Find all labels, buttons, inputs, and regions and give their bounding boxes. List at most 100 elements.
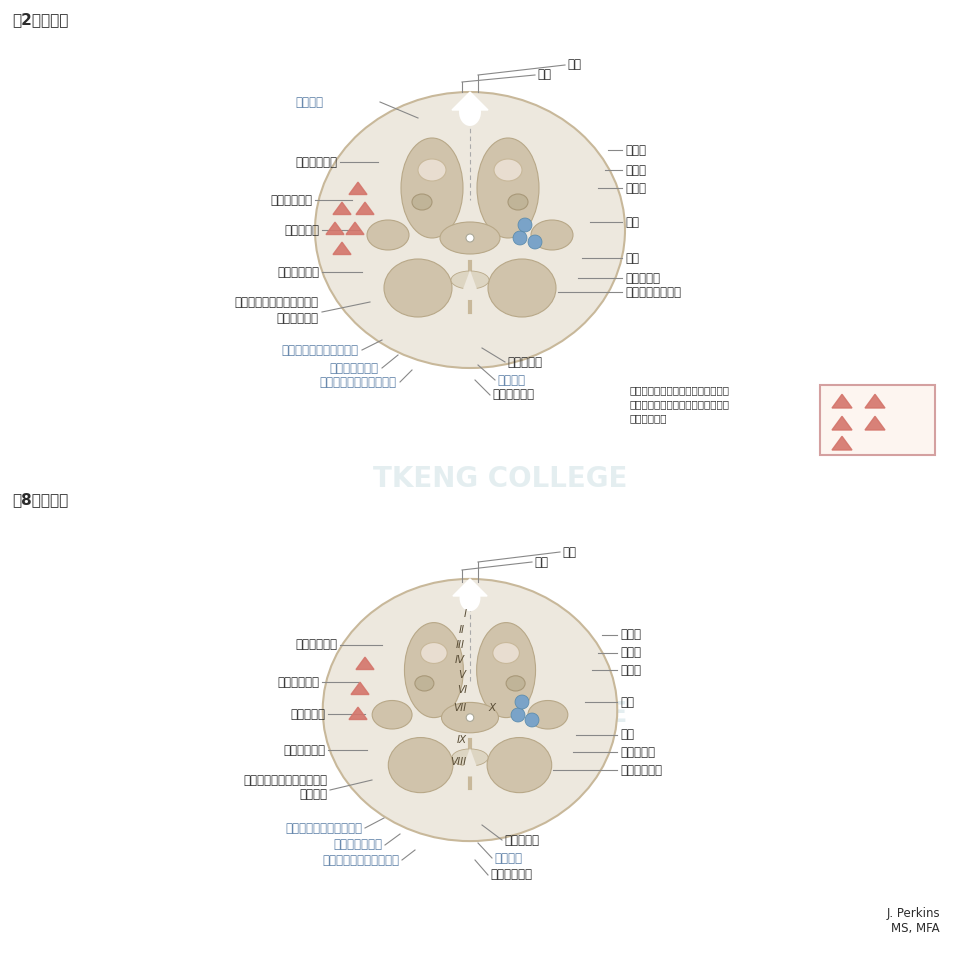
Text: 脊髓小脑前束: 脊髓小脑前束 <box>277 266 319 278</box>
Ellipse shape <box>452 749 488 766</box>
Text: 皮质脊髓侧束: 皮质脊髓侧束 <box>270 194 312 206</box>
Text: 边缘区: 边缘区 <box>620 628 641 642</box>
Text: 胶状质: 胶状质 <box>620 646 641 660</box>
Ellipse shape <box>384 259 452 317</box>
Circle shape <box>515 695 529 709</box>
Text: 侧角: 侧角 <box>620 729 634 741</box>
Ellipse shape <box>405 622 464 717</box>
Ellipse shape <box>323 579 617 841</box>
Text: 脊髓小脑后束: 脊髓小脑后束 <box>295 155 337 169</box>
Text: 中间外侧束: 中间外侧束 <box>625 271 660 285</box>
Ellipse shape <box>506 676 525 691</box>
Ellipse shape <box>460 585 480 611</box>
Ellipse shape <box>367 220 409 250</box>
Ellipse shape <box>477 138 539 238</box>
Polygon shape <box>356 202 374 215</box>
Text: 脊髓小脑后束: 脊髓小脑后束 <box>295 639 337 651</box>
Polygon shape <box>349 707 367 719</box>
Text: 上腺素能，色胺类）乑脑及脑干下行: 上腺素能，色胺类）乑脑及脑干下行 <box>630 399 730 409</box>
Text: 白质前连合: 白质前连合 <box>504 833 539 847</box>
Polygon shape <box>346 222 364 235</box>
Text: 皮质脊髓前束: 皮质脊髓前束 <box>492 388 534 402</box>
Text: 楔束: 楔束 <box>534 555 548 569</box>
Text: 脊髓小脑前束: 脊髓小脑前束 <box>283 743 325 757</box>
Polygon shape <box>832 416 852 430</box>
Ellipse shape <box>508 194 528 210</box>
Wedge shape <box>460 270 480 300</box>
Text: 前庭脊髓外侧束: 前庭脊髓外侧束 <box>333 838 382 852</box>
Text: 前外侧系统（脊髓丘脑束和: 前外侧系统（脊髓丘脑束和 <box>234 295 318 309</box>
Text: 内侧纵束: 内侧纵束 <box>497 373 525 386</box>
Text: 第8胸髓节段: 第8胸髓节段 <box>12 492 68 507</box>
Circle shape <box>511 708 525 722</box>
Text: 前角下神经元: 前角下神经元 <box>620 763 662 777</box>
Text: II: II <box>459 625 465 635</box>
Polygon shape <box>333 202 351 215</box>
Text: V: V <box>459 670 466 680</box>
Ellipse shape <box>528 700 568 729</box>
Text: 背核: 背核 <box>625 216 639 228</box>
Circle shape <box>525 713 539 727</box>
Text: J. Perkins
MS, MFA: J. Perkins MS, MFA <box>886 907 940 935</box>
Text: 背外侧束: 背外侧束 <box>295 96 323 108</box>
Ellipse shape <box>315 92 625 368</box>
Polygon shape <box>832 394 852 408</box>
Circle shape <box>528 235 542 249</box>
Text: VI: VI <box>457 685 468 695</box>
Ellipse shape <box>531 220 573 250</box>
Ellipse shape <box>451 271 489 289</box>
Ellipse shape <box>459 98 481 126</box>
Text: 前外侧束（脊髓丘脑束和脊: 前外侧束（脊髓丘脑束和脊 <box>243 774 327 786</box>
Ellipse shape <box>415 676 434 691</box>
Text: 固有核: 固有核 <box>620 664 641 676</box>
Text: 内侧纵束: 内侧纵束 <box>494 852 522 864</box>
Text: 前角下运动神经元: 前角下运动神经元 <box>625 286 681 298</box>
Polygon shape <box>452 92 488 110</box>
Text: TKENG COLLEGE: TKENG COLLEGE <box>373 700 628 728</box>
Text: 脊髓网状束）: 脊髓网状束） <box>276 312 318 324</box>
Text: X: X <box>489 703 495 713</box>
Polygon shape <box>865 416 885 430</box>
Text: 侧角: 侧角 <box>625 251 639 265</box>
Text: 楔束: 楔束 <box>537 68 551 82</box>
Text: IX: IX <box>457 735 468 745</box>
Text: 白质前连合: 白质前连合 <box>507 356 542 368</box>
Ellipse shape <box>388 737 453 793</box>
Ellipse shape <box>372 700 412 729</box>
FancyBboxPatch shape <box>820 385 935 455</box>
Text: 髓网状束: 髓网状束 <box>299 788 327 802</box>
Text: 前庭脊髓外侧束: 前庭脊髓外侧束 <box>329 362 378 375</box>
Ellipse shape <box>440 222 500 254</box>
Text: 网状脊髓内侧（脑桥）束: 网状脊髓内侧（脑桥）束 <box>319 376 396 388</box>
Wedge shape <box>460 748 480 777</box>
Text: 固有核: 固有核 <box>625 181 646 195</box>
Ellipse shape <box>494 159 522 181</box>
Ellipse shape <box>442 702 498 733</box>
Text: 红核脊髓束: 红核脊髓束 <box>284 223 319 237</box>
Polygon shape <box>865 394 885 408</box>
Polygon shape <box>333 243 351 254</box>
Text: 薄束: 薄束 <box>567 58 581 72</box>
Text: 皮质脊髓前束: 皮质脊髓前束 <box>490 869 532 881</box>
Circle shape <box>518 218 532 232</box>
Ellipse shape <box>418 159 446 181</box>
Ellipse shape <box>493 643 520 664</box>
Text: 薄束: 薄束 <box>562 546 576 558</box>
Circle shape <box>513 231 527 245</box>
Ellipse shape <box>476 622 536 717</box>
Text: IV: IV <box>455 655 465 665</box>
Ellipse shape <box>412 194 432 210</box>
Text: 皮质脊髓侧束: 皮质脊髓侧束 <box>277 675 319 689</box>
Text: VII: VII <box>453 703 467 713</box>
Polygon shape <box>356 657 374 669</box>
Text: 中间外侧柱: 中间外侧柱 <box>620 745 655 759</box>
Text: 网状脊髓外侧（延髓）束: 网状脊髓外侧（延髓）束 <box>285 822 362 834</box>
Text: I: I <box>464 609 467 619</box>
Text: 背核: 背核 <box>620 695 634 709</box>
Text: VIII: VIII <box>450 757 466 767</box>
Circle shape <box>466 234 474 242</box>
Ellipse shape <box>487 737 551 793</box>
Text: III: III <box>456 640 465 650</box>
Ellipse shape <box>401 138 463 238</box>
Text: 第2胸髓节段: 第2胸髓节段 <box>12 12 68 27</box>
